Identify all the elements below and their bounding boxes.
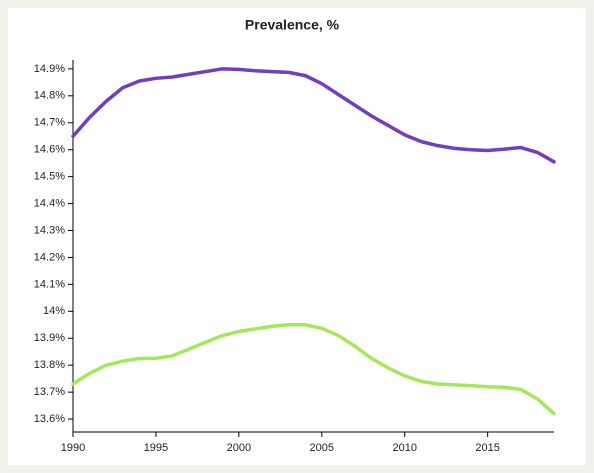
x-tick-label: 2005	[310, 442, 334, 454]
y-tick-label: 14.9%	[34, 63, 65, 75]
x-tick-label: 2000	[227, 442, 251, 454]
series-line	[71, 67, 556, 164]
y-tick-label: 14.1%	[34, 278, 65, 290]
y-tick-label: 13.8%	[34, 359, 65, 371]
series-line	[71, 323, 556, 416]
y-tick-label: 14%	[43, 305, 65, 317]
y-tick-label: 14.7%	[34, 117, 65, 129]
x-tick-label: 1995	[144, 442, 168, 454]
y-tick-label: 13.9%	[34, 332, 65, 344]
y-tick-label: 13.6%	[34, 413, 65, 425]
x-tick-label: 1990	[61, 442, 85, 454]
y-tick-label: 14.3%	[34, 224, 65, 236]
y-tick-label: 14.4%	[34, 197, 65, 209]
y-tick-label: 14.2%	[34, 251, 65, 263]
chart-title: Prevalence, %	[245, 17, 340, 33]
x-tick-label: 2015	[475, 442, 499, 454]
y-tick-label: 13.7%	[34, 386, 65, 398]
y-tick-label: 14.5%	[34, 171, 65, 183]
panel	[8, 8, 586, 465]
x-tick-label: 2010	[392, 442, 416, 454]
y-tick-label: 14.6%	[34, 144, 65, 156]
y-tick-label: 14.8%	[34, 90, 65, 102]
